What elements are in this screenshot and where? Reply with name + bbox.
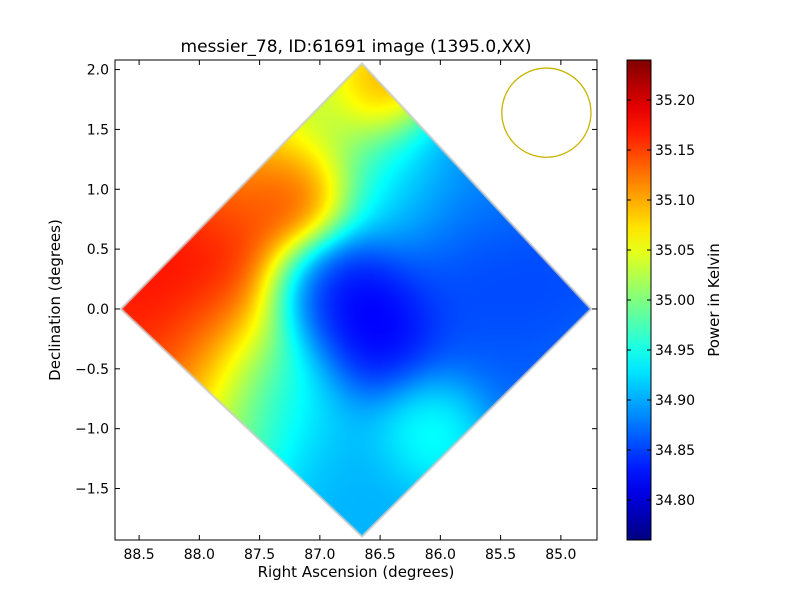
heatmap-area — [119, 61, 593, 539]
colorbar-tick-label: 35.10 — [655, 193, 695, 209]
colorbar-tick-label: 35.20 — [655, 93, 695, 109]
y-tick-label: 0.5 — [87, 242, 109, 258]
colorbar-label: Power in Kelvin — [705, 243, 723, 357]
y-tick-label: 1.0 — [87, 182, 109, 198]
footprint-edge — [119, 61, 593, 539]
x-tick-label: 88.5 — [124, 547, 155, 563]
beam-circle — [501, 67, 592, 158]
colorbar-tick-label: 35.15 — [655, 143, 695, 159]
colorbar-tick-label: 34.90 — [655, 393, 695, 409]
chart-title: messier_78, ID:61691 image (1395.0,XX) — [181, 37, 532, 57]
y-axis-ticks: 2.0 1.5 1.0 0.5 0.0 −0.5 −1.0 −1.5 — [75, 63, 597, 498]
heatmap-image — [121, 63, 591, 537]
colorbar-tick-label: 35.00 — [655, 293, 695, 309]
plot-frame — [114, 59, 598, 541]
colorbar-tick-label: 34.95 — [655, 343, 695, 359]
y-tick-label: −0.5 — [75, 362, 109, 378]
x-tick-label: 85.0 — [545, 547, 576, 563]
x-tick-label: 87.0 — [304, 547, 335, 563]
x-tick-label: 86.0 — [425, 547, 456, 563]
colorbar-ticks: 35.20 35.15 35.10 35.05 35.00 34.95 34.90 34.85… — [627, 93, 695, 509]
x-axis-label: Right Ascension (degrees) — [258, 563, 455, 581]
y-tick-label: −1.5 — [75, 482, 109, 498]
y-axis-label: Declination (degrees) — [46, 219, 64, 381]
y-tick-label: 1.5 — [87, 122, 109, 138]
x-tick-label: 86.5 — [365, 547, 396, 563]
y-tick-label: 2.0 — [87, 63, 109, 79]
x-tick-label: 85.5 — [485, 547, 516, 563]
y-tick-label: −1.0 — [75, 422, 109, 438]
colorbar-tick-label: 34.80 — [655, 493, 695, 509]
x-tick-label: 88.0 — [184, 547, 215, 563]
x-axis-ticks: 88.5 88.0 87.5 87.0 86.5 86.0 85.5 85.0 — [124, 60, 576, 563]
x-tick-label: 87.5 — [244, 547, 275, 563]
colorbar-tick-label: 34.85 — [655, 443, 695, 459]
y-tick-label: 0.0 — [87, 302, 109, 318]
colorbar-tick-label: 35.05 — [655, 243, 695, 259]
